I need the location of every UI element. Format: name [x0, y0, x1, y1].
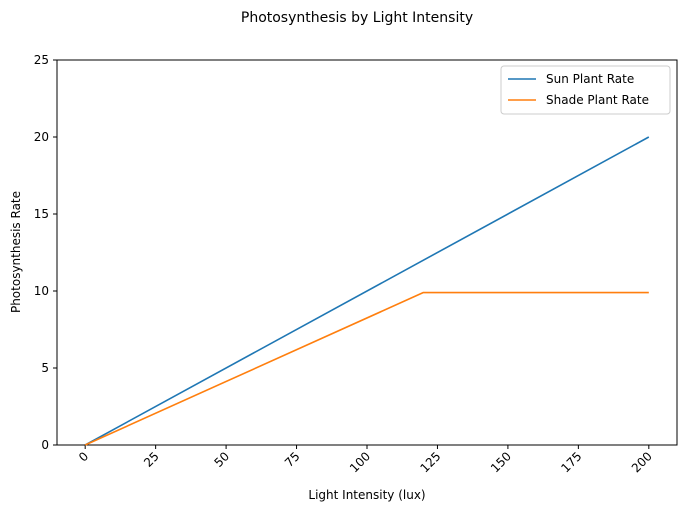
legend-box	[500, 65, 671, 115]
legend-label-shade-plant-rate: Shade Plant Rate	[546, 93, 649, 107]
x-tick-label: 0	[76, 449, 91, 464]
chart-title: Photosynthesis by Light Intensity	[241, 10, 473, 26]
x-axis-title: Light Intensity (lux)	[308, 488, 425, 502]
x-tick-label: 200	[629, 449, 655, 475]
shade-plant-rate-line	[84, 291, 649, 446]
x-tick-label: 50	[212, 449, 233, 470]
y-tick-label: 20	[34, 130, 49, 144]
x-tick-label: 75	[282, 449, 303, 470]
plot-frame	[56, 59, 678, 446]
x-tick-label: 100	[347, 449, 373, 475]
x-tick-label: 150	[488, 449, 514, 475]
x-tick-label: 125	[417, 449, 443, 475]
y-tick-label: 25	[34, 53, 49, 67]
plot-area	[56, 59, 678, 446]
y-tick-label: 5	[41, 361, 49, 375]
legend: Sun Plant Rate Shade Plant Rate	[500, 65, 671, 115]
y-tick-label: 15	[34, 207, 49, 221]
x-axis: 0 25 50 75 100 125 150 175 200	[76, 445, 655, 475]
series-lines	[84, 136, 650, 446]
y-axis: 0 5 10 15 20 25	[34, 53, 57, 452]
sun-plant-rate-line	[84, 136, 650, 446]
y-tick-label: 0	[41, 438, 49, 452]
y-axis-title: Photosynthesis Rate	[9, 191, 23, 313]
legend-label-sun-plant-rate: Sun Plant Rate	[546, 72, 634, 86]
x-tick-label: 25	[141, 449, 162, 470]
y-tick-label: 10	[34, 284, 49, 298]
x-tick-label: 175	[558, 449, 584, 475]
